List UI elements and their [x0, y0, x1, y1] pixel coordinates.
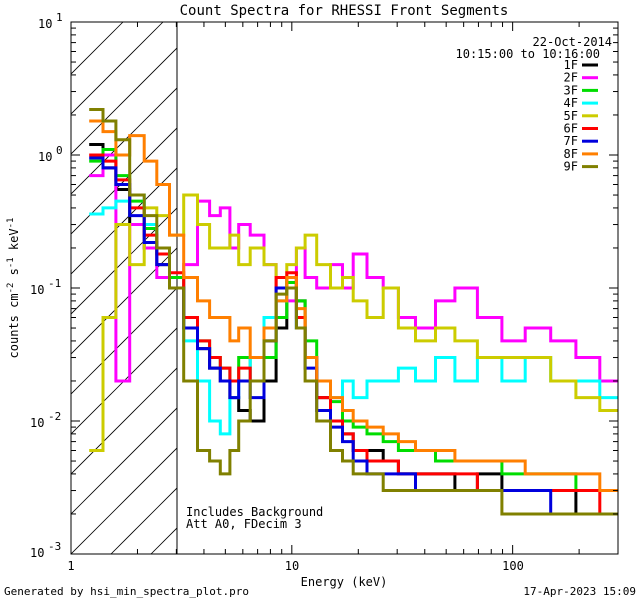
footer-timestamp: 17-Apr-2023 15:09: [523, 585, 636, 598]
svg-text:10: 10: [30, 546, 44, 560]
x-axis-label: Energy (keV): [301, 575, 388, 589]
legend-label-8F: 8F: [564, 147, 578, 161]
legend-label-9F: 9F: [564, 160, 578, 174]
series-8F: [89, 119, 618, 492]
footer-generated-by: Generated by hsi_min_spectra_plot.pro: [4, 585, 249, 598]
svg-text:10: 10: [38, 150, 52, 164]
hatch-line: [71, 87, 177, 195]
svg-text:10: 10: [38, 17, 52, 31]
legend-label-6F: 6F: [564, 122, 578, 136]
annotation-background: Includes Background: [186, 505, 323, 519]
legend-label-5F: 5F: [564, 109, 578, 123]
legend-label-3F: 3F: [564, 83, 578, 97]
y-tick-label-1e-2: 10 -2: [30, 410, 61, 430]
hatch-line: [71, 367, 177, 475]
svg-text:-3: -3: [48, 540, 61, 553]
hatch-line: [71, 447, 177, 554]
x-tick-label-1: 1: [67, 559, 74, 573]
time-range-label: 10:15:00 to 10:16:00: [456, 47, 601, 61]
axis-ticks: [70, 22, 619, 555]
svg-text:0: 0: [56, 144, 63, 157]
y-axis-label: counts cm-2 s-1 keV-1: [6, 218, 21, 359]
chart-title: Count Spectra for RHESSI Front Segments: [180, 3, 509, 19]
legend-label-1F: 1F: [564, 58, 578, 72]
legend-label-2F: 2F: [564, 71, 578, 85]
x-tick-label-10: 10: [285, 559, 299, 573]
series-6F: [89, 153, 618, 516]
legend-label-4F: 4F: [564, 96, 578, 110]
hatch-line: [71, 407, 177, 515]
hatch-line: [71, 207, 177, 315]
y-tick-label-1e-3: 10 -3: [30, 540, 61, 560]
svg-text:-2: -2: [48, 410, 61, 423]
svg-text:1: 1: [56, 11, 63, 24]
x-tick-label-100: 100: [502, 559, 524, 573]
annotation-attenuator: Att A0, FDecim 3: [186, 517, 302, 531]
svg-text:10: 10: [30, 416, 44, 430]
legend-label-7F: 7F: [564, 134, 578, 148]
svg-text:-1: -1: [48, 277, 61, 290]
y-tick-label-1e0: 10 0: [38, 144, 63, 164]
hatched-region: [71, 22, 177, 554]
series-layer: [89, 108, 618, 516]
hatch-line: [71, 22, 124, 75]
hatch-line: [71, 22, 164, 115]
y-tick-label-1e1: 10 1: [38, 11, 63, 31]
svg-text:10: 10: [30, 283, 44, 297]
series-9F: [89, 108, 618, 516]
hatch-line: [71, 47, 177, 155]
y-tick-label-1e-1: 10 -1: [30, 277, 61, 297]
date-label: 22-Oct-2014: [533, 35, 612, 49]
hatch-line: [71, 247, 177, 355]
